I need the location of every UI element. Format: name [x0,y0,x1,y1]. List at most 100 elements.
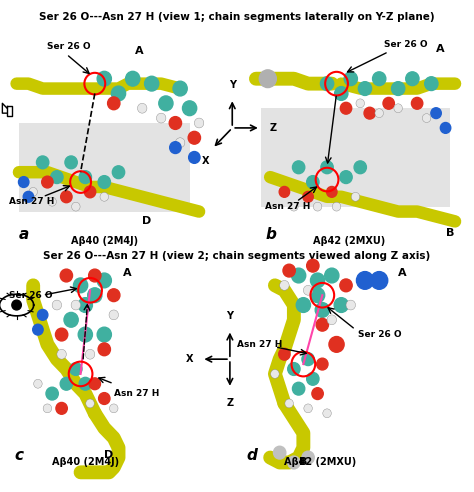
Circle shape [70,363,82,375]
Circle shape [394,104,402,113]
Circle shape [431,108,441,119]
Circle shape [259,70,276,88]
Circle shape [296,298,310,312]
Circle shape [383,97,394,109]
Circle shape [288,456,300,469]
Circle shape [273,446,286,459]
Circle shape [280,280,289,290]
FancyBboxPatch shape [237,251,465,482]
Circle shape [18,177,29,187]
Circle shape [89,378,100,390]
Circle shape [112,166,125,179]
Circle shape [42,176,53,188]
FancyBboxPatch shape [5,20,204,246]
Circle shape [108,289,120,302]
Text: D: D [142,216,152,226]
Circle shape [84,186,96,198]
Circle shape [317,358,328,370]
Text: A: A [135,46,144,56]
Circle shape [358,82,372,95]
Circle shape [188,131,201,144]
Circle shape [126,71,140,86]
Circle shape [23,191,34,202]
Circle shape [89,269,101,282]
Text: B: B [299,457,307,467]
Text: Asn 27 H: Asn 27 H [114,389,159,398]
Text: Y: Y [229,80,236,90]
Circle shape [292,161,305,174]
Text: X: X [185,354,193,364]
Text: A: A [123,268,132,277]
Circle shape [283,264,295,277]
Circle shape [406,72,419,86]
Text: c: c [14,448,23,463]
Circle shape [111,86,126,101]
Circle shape [29,187,37,196]
FancyBboxPatch shape [246,20,465,246]
Circle shape [71,300,81,310]
Circle shape [321,161,333,174]
Circle shape [170,142,181,154]
Circle shape [88,288,102,303]
Text: Y: Y [227,311,233,321]
Circle shape [60,269,73,282]
Circle shape [325,268,339,283]
Circle shape [12,300,21,310]
Circle shape [72,202,80,211]
Text: X: X [201,156,209,166]
Circle shape [78,327,92,342]
Circle shape [316,318,328,331]
Circle shape [315,303,329,317]
Circle shape [335,87,348,100]
Circle shape [79,377,91,390]
Circle shape [137,103,147,113]
Circle shape [340,171,352,184]
Circle shape [52,300,62,310]
Circle shape [302,451,314,464]
Circle shape [189,152,200,163]
Text: Z: Z [269,123,276,133]
Text: Ser 26 O---Asn 27 H (view 2; chain segments viewed along Z axis): Ser 26 O---Asn 27 H (view 2; chain segme… [44,251,430,261]
Circle shape [307,372,319,385]
Circle shape [310,273,325,288]
Circle shape [440,123,451,133]
Circle shape [159,96,173,111]
Circle shape [169,117,182,129]
Circle shape [425,77,438,91]
Circle shape [288,363,300,375]
Circle shape [327,315,337,325]
Text: Ser 26 O: Ser 26 O [9,291,53,300]
Circle shape [292,268,306,283]
Circle shape [312,388,323,400]
Circle shape [48,197,56,206]
Circle shape [86,399,94,408]
Circle shape [290,202,298,211]
Circle shape [373,72,386,86]
Circle shape [310,288,325,303]
Circle shape [97,273,111,288]
Text: Ser 26 O: Ser 26 O [384,40,428,49]
Circle shape [356,99,365,108]
Text: a: a [19,227,29,242]
Circle shape [271,369,279,378]
Text: Aβ40 (2M4J): Aβ40 (2M4J) [71,236,138,246]
Circle shape [43,404,52,413]
Circle shape [422,114,431,123]
Circle shape [346,300,356,310]
Circle shape [354,161,366,174]
Circle shape [285,399,293,408]
Circle shape [173,81,187,96]
Circle shape [85,349,95,359]
Circle shape [109,404,118,413]
Circle shape [37,309,48,320]
Circle shape [109,310,118,320]
Circle shape [60,377,73,390]
Circle shape [46,387,58,400]
Text: Z: Z [226,398,234,407]
Circle shape [97,327,111,342]
Text: Ser 26 O---Asn 27 H (view 1; chain segments laterally on Y-Z plane): Ser 26 O---Asn 27 H (view 1; chain segme… [39,12,435,22]
Circle shape [411,97,423,109]
Text: Asn 27 H: Asn 27 H [237,340,283,349]
Circle shape [100,192,109,201]
Text: Ser 26 O: Ser 26 O [358,330,401,339]
